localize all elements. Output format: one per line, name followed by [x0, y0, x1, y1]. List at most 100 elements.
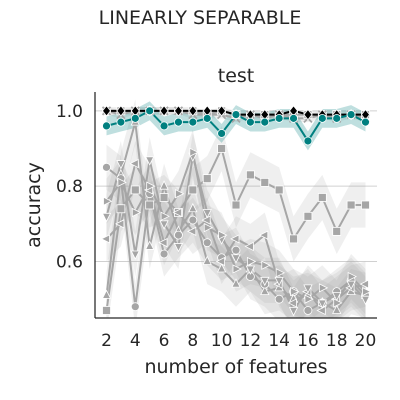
data-point — [246, 256, 257, 267]
axes — [94, 92, 377, 319]
data-point — [289, 234, 298, 244]
data-point — [218, 230, 228, 240]
data-point — [202, 209, 212, 219]
data-point — [174, 117, 183, 127]
data-point — [202, 113, 212, 123]
data-point — [189, 147, 199, 157]
data-point — [217, 129, 227, 138]
data-point — [231, 200, 241, 210]
data-point — [332, 304, 342, 314]
y-tick-label: 0.8 — [56, 177, 83, 197]
data-point — [245, 117, 255, 127]
data-point — [260, 117, 270, 127]
data-point — [159, 193, 169, 202]
data-point — [274, 294, 284, 304]
data-point — [201, 215, 211, 225]
data-point — [258, 230, 269, 240]
data-point — [172, 207, 182, 218]
data-point — [103, 196, 113, 206]
data-point — [346, 200, 356, 210]
data-point — [316, 305, 326, 316]
x-tick-label: 20 — [355, 331, 377, 351]
data-point — [188, 117, 198, 127]
data-point — [274, 113, 284, 123]
confidence-band — [106, 125, 366, 318]
data-point — [173, 243, 184, 253]
data-point — [289, 113, 298, 123]
data-point — [203, 222, 214, 233]
x-tick-label: 10 — [211, 331, 233, 351]
data-point — [145, 240, 155, 250]
data-point — [244, 241, 254, 252]
data-point — [332, 226, 342, 236]
data-point — [303, 108, 313, 121]
data-point — [174, 230, 183, 240]
data-point — [359, 279, 369, 289]
data-point — [159, 180, 169, 190]
data-point — [116, 117, 126, 127]
data-point — [130, 113, 140, 123]
x-tick-label: 16 — [297, 331, 319, 351]
data-point — [362, 286, 372, 297]
data-point — [317, 193, 327, 202]
data-point — [130, 185, 140, 195]
data-point — [304, 294, 314, 304]
y-tick-label: 1.0 — [56, 102, 83, 122]
y-tick-labels: 0.6 0.8 1.0 — [56, 102, 83, 273]
data-point — [231, 254, 241, 264]
data-point — [117, 177, 127, 188]
data-point — [102, 306, 111, 315]
data-point — [158, 238, 168, 248]
data-point — [275, 268, 286, 278]
data-point — [102, 162, 111, 172]
data-point — [347, 271, 357, 282]
x-tick-label: 14 — [268, 331, 290, 351]
chart-title: test — [218, 65, 255, 87]
data-point — [261, 260, 271, 270]
data-point — [346, 280, 356, 290]
data-point — [333, 298, 343, 308]
data-point — [202, 238, 212, 248]
data-point — [303, 284, 313, 294]
data-point — [231, 278, 241, 288]
data-point — [159, 249, 169, 259]
data-point — [274, 185, 284, 195]
data-point — [361, 200, 370, 210]
data-point — [274, 276, 284, 287]
confidence-band — [106, 101, 366, 151]
data-point — [290, 286, 300, 297]
data-point — [159, 220, 169, 230]
data-point — [215, 256, 226, 267]
data-point — [232, 264, 242, 274]
data-point — [159, 105, 169, 117]
data-point — [145, 156, 155, 166]
data-point — [317, 113, 327, 123]
data-point — [100, 234, 110, 244]
series-markers — [100, 105, 372, 317]
data-point — [317, 299, 327, 309]
data-point — [230, 234, 240, 244]
x-tick-labels: 2 4 6 8 10 12 14 16 18 20 — [101, 331, 376, 351]
data-point — [146, 181, 156, 191]
data-point — [186, 226, 197, 237]
confidence-band — [106, 144, 366, 318]
data-point — [260, 276, 270, 287]
data-point — [346, 110, 356, 119]
data-point — [287, 298, 297, 308]
confidence-band — [106, 140, 366, 318]
data-point — [173, 105, 183, 117]
data-point — [159, 121, 169, 131]
data-point — [101, 212, 112, 223]
data-point — [130, 302, 140, 312]
data-point — [288, 307, 299, 317]
data-point — [318, 283, 329, 293]
data-point — [188, 185, 198, 195]
data-point — [101, 105, 112, 117]
data-point — [129, 158, 139, 169]
y-axis-label: accuracy — [23, 162, 45, 248]
data-point — [245, 265, 256, 275]
data-point — [245, 170, 255, 180]
data-point — [303, 306, 313, 315]
data-point — [231, 245, 241, 255]
